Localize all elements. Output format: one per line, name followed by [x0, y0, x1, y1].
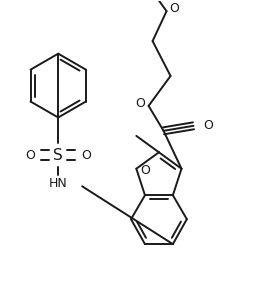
- Text: S: S: [53, 148, 63, 163]
- Text: O: O: [136, 97, 146, 110]
- Text: O: O: [81, 149, 91, 162]
- Text: O: O: [25, 149, 35, 162]
- Text: HN: HN: [49, 177, 68, 190]
- Text: O: O: [203, 119, 213, 132]
- Text: O: O: [170, 2, 179, 15]
- Text: O: O: [140, 164, 150, 177]
